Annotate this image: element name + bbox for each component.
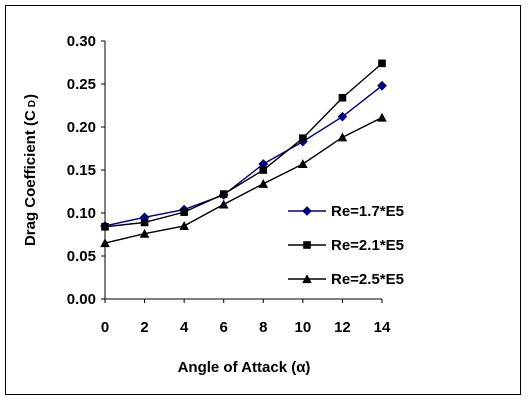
data-point: [139, 228, 150, 238]
y-axis-title-main: Drag Coefficient (C: [22, 110, 39, 246]
y-axis-title: Drag Coefficient (C D): [22, 94, 39, 246]
data-point: [259, 166, 268, 174]
data-point: [180, 208, 188, 216]
x-axis-ticks: 0 2 4 6 8 10 12 14: [101, 299, 391, 336]
y-tick-label: 0.20: [67, 119, 96, 136]
data-point: [337, 111, 348, 122]
y-axis-title-close: ): [22, 94, 39, 99]
y-axis-title-subscript: D: [27, 100, 38, 107]
x-tick-label: 8: [259, 319, 267, 336]
data-point: [299, 134, 307, 142]
series-layer: [100, 59, 387, 248]
legend-entry: Re=2.1*E5: [288, 237, 404, 254]
data-point: [140, 218, 149, 227]
legend-entry: Re=1.7*E5: [288, 203, 404, 220]
y-tick-label: 0.00: [67, 291, 96, 308]
legend-label: Re=1.7*E5: [331, 203, 404, 220]
x-tick-label: 14: [374, 319, 391, 336]
series-2: [101, 59, 386, 231]
y-tick-label: 0.05: [67, 248, 96, 265]
x-tick-label: 10: [295, 319, 312, 336]
y-tick-label: 0.10: [67, 205, 96, 222]
y-axis-ticks: 0.00 0.05 0.10 0.15 0.20 0.25 0.30: [67, 33, 105, 308]
data-point: [338, 93, 347, 102]
data-point: [377, 80, 387, 91]
x-tick-label: 2: [140, 319, 148, 336]
legend-marker: [302, 274, 312, 284]
series-line: [104, 62, 383, 228]
data-point: [101, 222, 109, 231]
series-line: [104, 85, 383, 227]
x-tick-label: 12: [334, 319, 351, 336]
data-point: [337, 132, 348, 142]
x-axis-title: Angle of Attack (α): [178, 359, 311, 376]
legend-marker: [302, 206, 312, 216]
data-point: [258, 178, 269, 188]
axes: [104, 41, 382, 300]
chart-frame: [5, 5, 521, 395]
legend-label: Re=2.1*E5: [331, 237, 404, 254]
y-tick-label: 0.25: [67, 76, 96, 93]
data-point: [219, 190, 228, 198]
series-3: [100, 112, 387, 248]
series-line: [104, 116, 383, 244]
data-point: [218, 199, 229, 209]
y-tick-label: 0.30: [67, 33, 96, 50]
legend-marker: [303, 241, 311, 249]
data-point: [378, 59, 386, 68]
x-tick-label: 4: [180, 319, 189, 336]
legend-entry: Re=2.5*E5: [288, 271, 404, 288]
x-tick-label: 0: [101, 319, 109, 336]
legend: Re=1.7*E5 Re=2.1*E5 Re=2.5*E5: [288, 203, 404, 288]
data-point: [298, 159, 308, 169]
data-point: [179, 221, 189, 230]
x-tick-label: 6: [220, 319, 228, 336]
data-point: [377, 112, 387, 122]
y-tick-label: 0.15: [67, 162, 96, 179]
data-point: [100, 238, 110, 248]
legend-label: Re=2.5*E5: [331, 271, 404, 288]
